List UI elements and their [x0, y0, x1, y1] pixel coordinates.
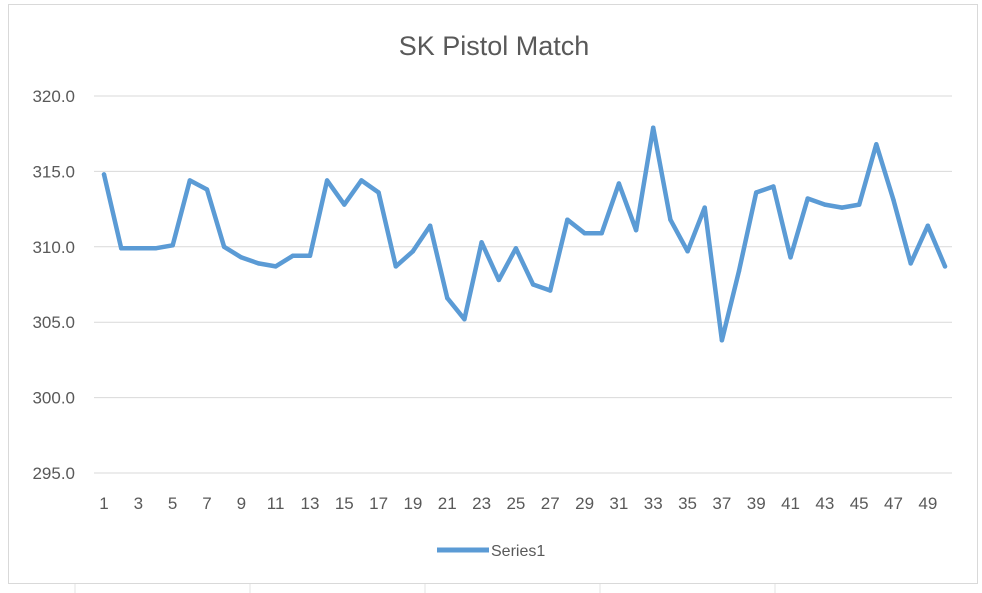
legend: Series1 [437, 543, 545, 560]
x-tick-label: 9 [237, 494, 246, 513]
x-tick-label: 15 [335, 494, 354, 513]
y-tick-label: 305.0 [32, 313, 75, 332]
series-layer [101, 125, 948, 343]
x-tick-label: 37 [712, 494, 731, 513]
x-tick-label: 39 [747, 494, 766, 513]
data-point [273, 264, 278, 269]
data-point [410, 249, 416, 254]
data-point [376, 190, 381, 195]
data-point [462, 316, 467, 322]
x-tick-label: 3 [134, 494, 143, 513]
x-tick-label: 29 [575, 494, 594, 513]
data-point [822, 202, 828, 207]
data-point [771, 184, 776, 189]
data-point [874, 142, 879, 147]
data-point [342, 202, 347, 207]
data-point [839, 205, 845, 210]
x-tick-label: 21 [438, 494, 457, 513]
x-tick-label: 5 [168, 494, 177, 513]
x-axis-tick-labels: 1 3 5 7 9 11 13 15 17 19 21 23 25 27 29 31 33 35 37 39 41 43 4… [99, 494, 937, 513]
chart-area[interactable]: SK Pistol Match 320.0 315.0 310.0 305.0 300.… [8, 4, 978, 584]
data-point [805, 196, 810, 201]
data-point [187, 178, 193, 183]
data-point [513, 246, 519, 251]
x-tick-label: 33 [644, 494, 663, 513]
data-point [908, 261, 913, 266]
data-point [582, 231, 587, 236]
x-tick-label: 41 [781, 494, 800, 513]
data-point [290, 253, 295, 259]
data-point [788, 255, 793, 260]
x-tick-label: 13 [300, 494, 319, 513]
y-tick-label: 320.0 [32, 87, 75, 106]
x-tick-label: 17 [369, 494, 388, 513]
data-point [118, 246, 124, 251]
data-point [136, 246, 141, 251]
x-tick-label: 31 [609, 494, 628, 513]
data-point [942, 264, 948, 269]
x-tick-label: 47 [884, 494, 903, 513]
y-tick-label: 300.0 [32, 389, 75, 408]
data-point [754, 190, 759, 195]
series-line-1 [101, 125, 948, 343]
x-tick-label: 7 [202, 494, 211, 513]
data-point [170, 243, 175, 248]
line-chart: SK Pistol Match 320.0 315.0 310.0 305.0 300.… [32, 31, 952, 560]
data-point [427, 223, 433, 228]
x-tick-label: 49 [918, 494, 937, 513]
data-point [719, 338, 725, 343]
data-point [668, 217, 673, 222]
data-point [239, 255, 244, 260]
data-point [925, 223, 931, 228]
data-point [393, 264, 398, 269]
y-axis-tick-labels: 320.0 315.0 310.0 305.0 300.0 295.0 [32, 87, 75, 483]
x-tick-label: 1 [99, 494, 108, 513]
x-tick-label: 45 [850, 494, 869, 513]
x-tick-label: 27 [541, 494, 560, 513]
x-tick-label: 11 [267, 494, 285, 513]
data-point [856, 202, 862, 207]
data-point [599, 231, 604, 236]
x-tick-label: 35 [678, 494, 697, 513]
data-point [324, 178, 330, 183]
data-point [530, 282, 536, 287]
data-point [204, 187, 210, 192]
data-point [496, 277, 501, 283]
data-point [221, 244, 227, 249]
data-point [736, 268, 742, 274]
data-point [651, 125, 656, 130]
data-point [548, 288, 553, 293]
data-point [359, 178, 364, 183]
data-point [153, 246, 158, 251]
chart-title: SK Pistol Match [399, 31, 590, 61]
data-point [256, 261, 261, 266]
data-point [307, 253, 313, 259]
y-tick-label: 310.0 [32, 238, 75, 257]
y-tick-label: 315.0 [32, 162, 75, 181]
data-point [891, 197, 896, 203]
data-point [702, 205, 707, 210]
legend-label-series1: Series1 [491, 543, 545, 560]
x-tick-label: 25 [506, 494, 525, 513]
gridlines [94, 95, 952, 474]
x-tick-label: 43 [815, 494, 834, 513]
data-point [479, 240, 484, 245]
data-point [633, 228, 639, 233]
data-point [445, 295, 450, 301]
y-tick-label: 295.0 [32, 464, 75, 483]
data-point [616, 181, 622, 186]
data-point [685, 249, 690, 254]
data-point [565, 217, 570, 222]
x-tick-label: 19 [403, 494, 422, 513]
data-point [101, 172, 107, 177]
x-tick-label: 23 [472, 494, 491, 513]
